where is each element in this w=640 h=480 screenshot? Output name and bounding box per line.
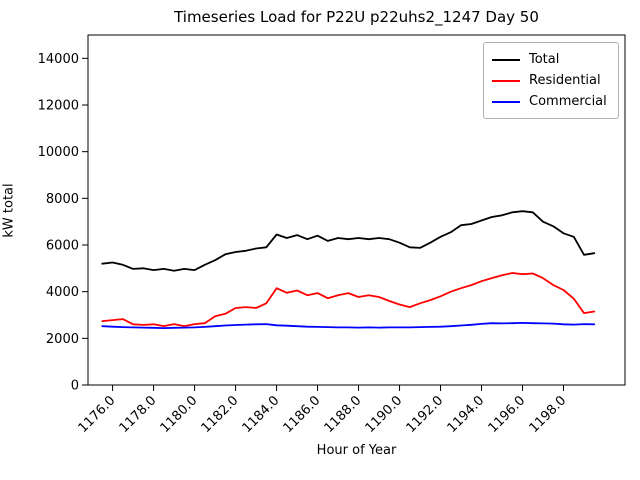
x-tick-label: 1184.0 [240,393,283,436]
series-line-residential [101,272,596,328]
y-tick-label: 10000 [38,145,79,160]
legend-item-residential: Residential [492,70,610,91]
y-axis-label: kW total [1,183,17,238]
x-axis-label: Hour of Year [316,443,397,458]
legend-label-residential: Residential [529,73,601,88]
residential-line-sample [492,79,520,82]
legend-item-total: Total [492,49,610,70]
x-tick-label: 1178.0 [117,393,160,436]
x-tick-label: 1190.0 [363,393,406,436]
y-tick-label: 0 [71,379,79,394]
y-tick-label: 14000 [38,52,79,67]
y-tick-label: 6000 [46,239,79,254]
series-line-commercial [101,321,596,330]
legend-label-commercial: Commercial [529,94,607,109]
x-tick-label: 1198.0 [527,393,570,436]
x-tick-label: 1188.0 [322,393,365,436]
x-tick-label: 1194.0 [445,393,488,436]
chart-title: Timeseries Load for P22U p22uhs2_1247 Da… [174,8,539,26]
y-tick-label: 12000 [38,99,79,114]
commercial-line-sample [492,100,520,103]
x-tick-label: 1182.0 [199,393,242,436]
legend-label-total: Total [529,52,560,67]
axes-spines [87,34,626,386]
x-tick-label: 1180.0 [158,393,201,436]
x-tick-label: 1192.0 [404,393,447,436]
y-tick-label: 4000 [46,285,79,300]
x-tick-label: 1196.0 [486,393,529,436]
y-tick-label: 2000 [46,332,79,347]
legend-item-commercial: Commercial [492,91,610,112]
series-line-total [101,210,596,272]
x-tick-label: 1176.0 [76,393,119,436]
total-line-sample [492,58,520,61]
legend-box: Total Residential Commercial [483,42,619,119]
x-tick-label: 1186.0 [281,393,324,436]
y-tick-label: 8000 [46,192,79,207]
